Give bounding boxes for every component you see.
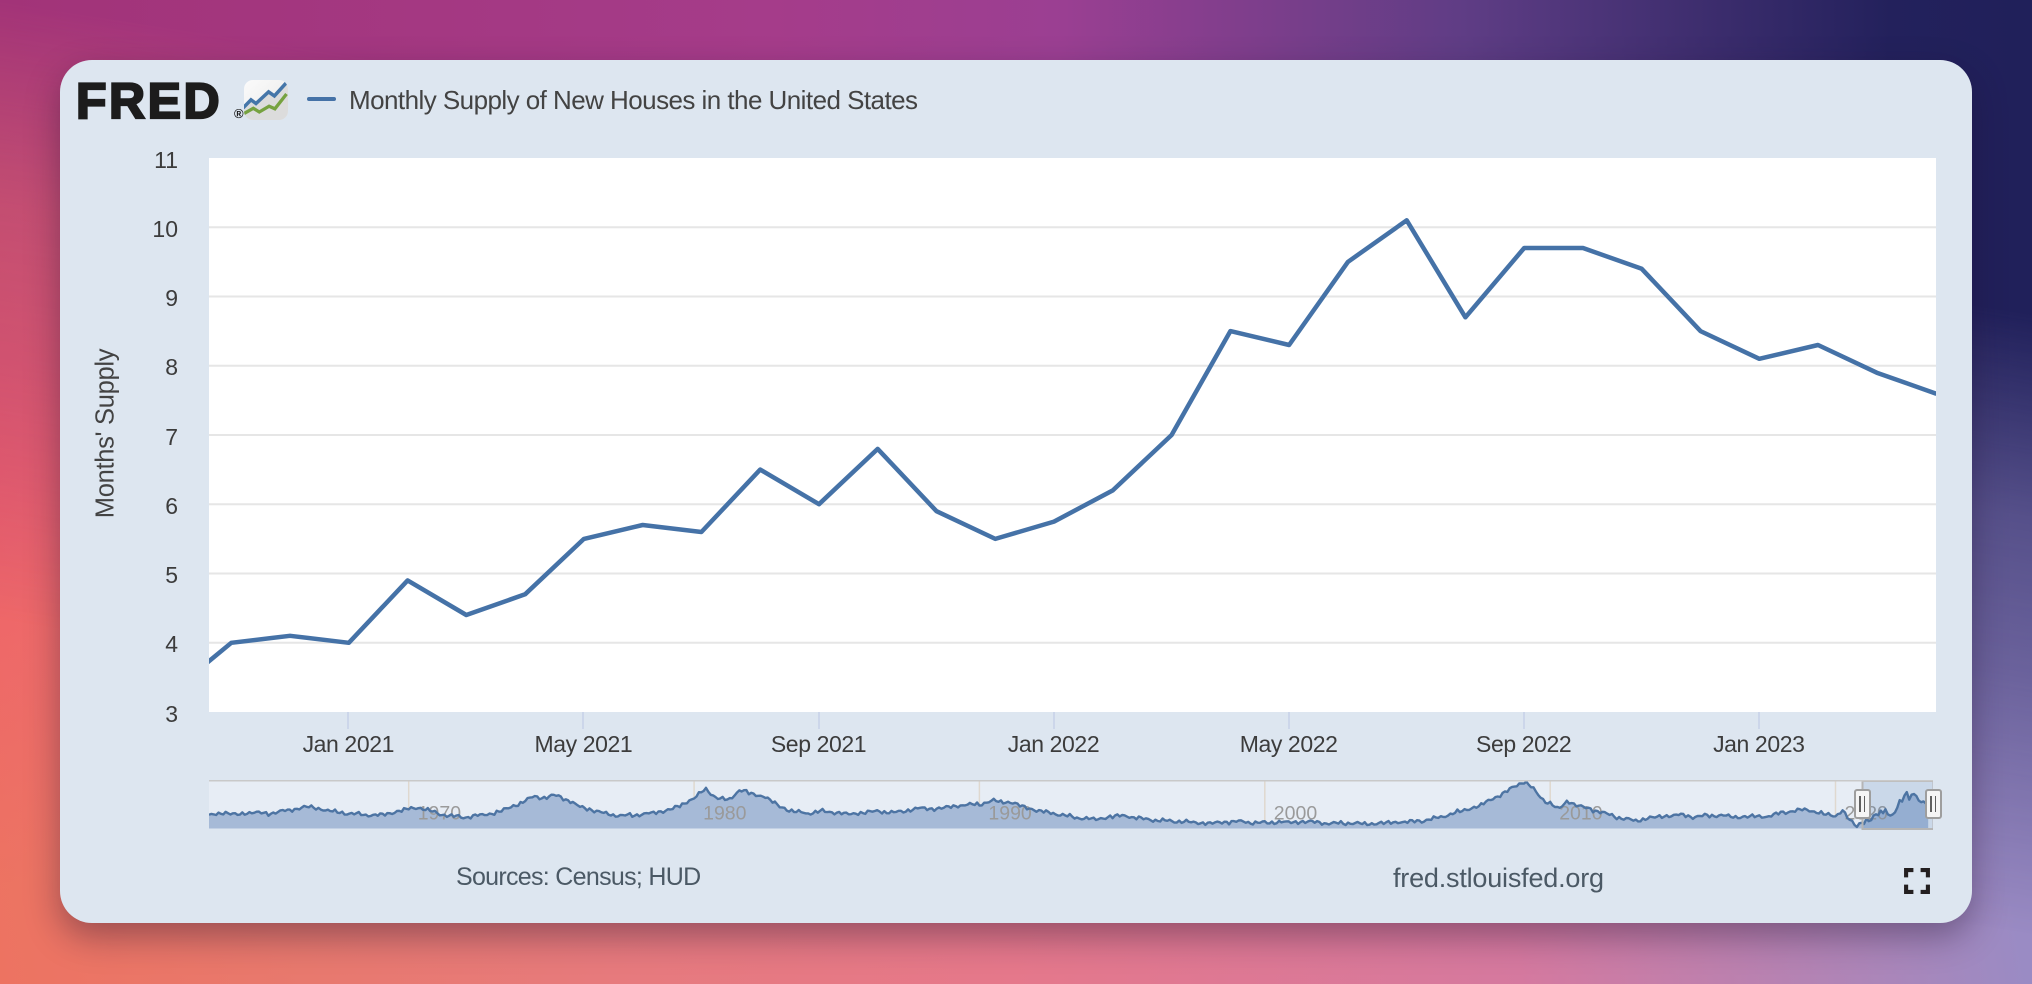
- svg-text:1980: 1980: [703, 803, 747, 825]
- svg-text:2010: 2010: [1559, 803, 1603, 825]
- svg-text:1970: 1970: [417, 803, 461, 825]
- svg-text:2000: 2000: [1273, 803, 1317, 825]
- svg-text:1990: 1990: [988, 803, 1032, 825]
